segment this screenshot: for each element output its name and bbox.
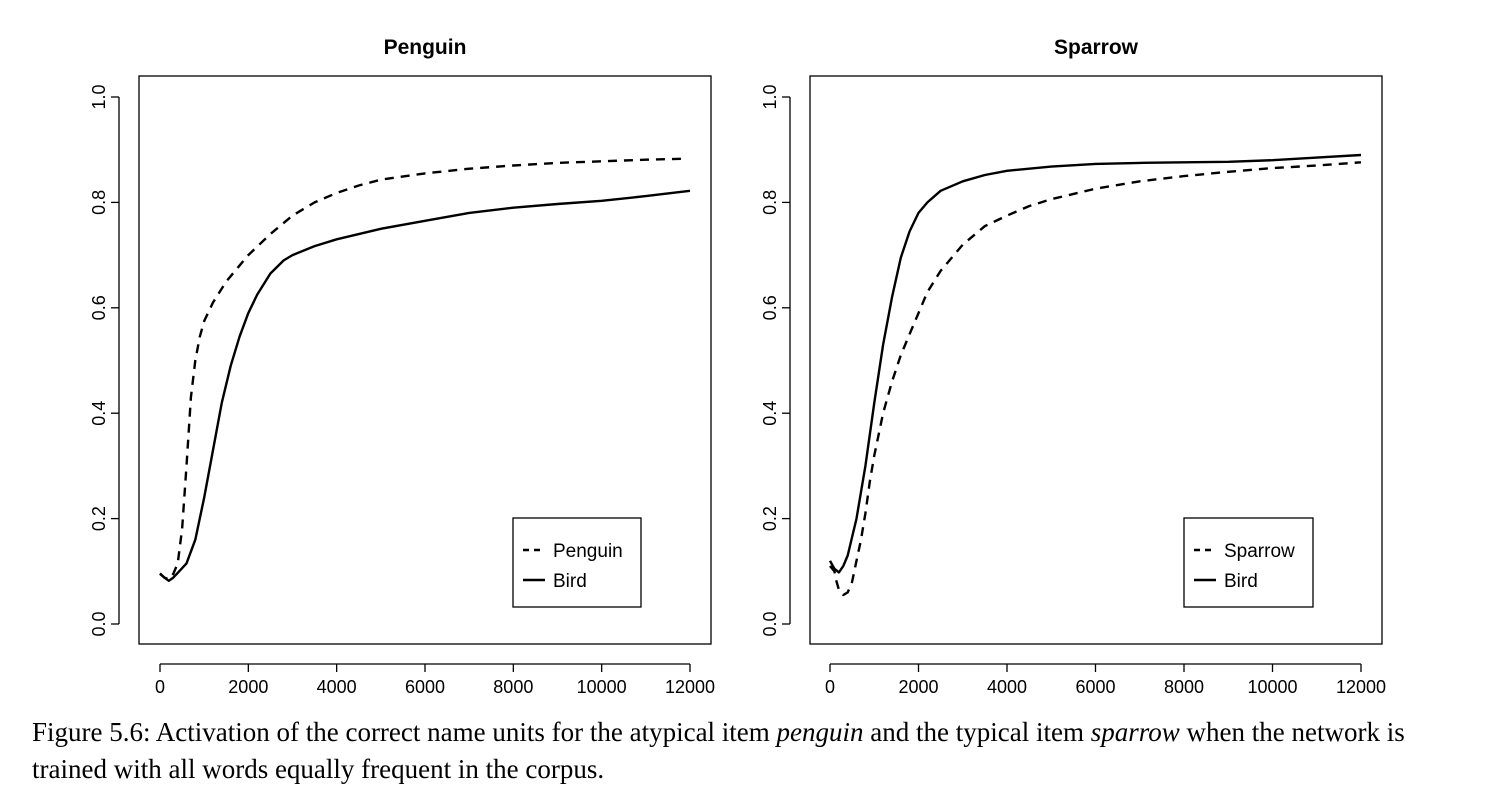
y-tick-label: 0.6 — [89, 295, 109, 320]
x-tick-label: 12000 — [1336, 677, 1386, 697]
legend: Penguin Bird — [512, 517, 642, 608]
x-tick-label: 0 — [155, 677, 165, 697]
x-axis: 0 2000 4000 6000 8000 10000 12000 — [825, 663, 1386, 697]
x-tick-label: 8000 — [1164, 677, 1204, 697]
legend-label: Sparrow — [1224, 541, 1295, 562]
series-line-penguin — [159, 157, 686, 581]
y-axis: 0.0 0.2 0.4 0.6 0.8 1.0 — [89, 84, 120, 637]
caption-text-3: when the network is trained with all wor… — [32, 717, 1405, 784]
figure-caption: Figure 5.6: Activation of the correct na… — [32, 714, 1462, 788]
x-tick-label: 2000 — [898, 677, 938, 697]
x-tick-label: 0 — [825, 677, 835, 697]
legend-label: Penguin — [553, 541, 623, 562]
plot-frame — [138, 75, 712, 645]
y-axis: 0.0 0.2 0.4 0.6 0.8 1.0 — [760, 84, 791, 637]
legend: Sparrow Bird — [1183, 517, 1314, 608]
x-tick-label: 8000 — [493, 677, 533, 697]
legend-label: Bird — [1224, 571, 1258, 592]
series-line-bird — [159, 189, 691, 582]
x-tick-label: 6000 — [1075, 677, 1115, 697]
plot-frame — [809, 75, 1383, 645]
x-tick-label: 12000 — [665, 677, 715, 697]
chart-panel-1: Sparrow 0 2000 4000 6000 8000 10000 12000 0.0 0.2… — [760, 36, 1386, 697]
x-tick-label: 4000 — [987, 677, 1027, 697]
y-tick-label: 1.0 — [89, 84, 109, 109]
caption-text-2: and the typical item — [863, 717, 1091, 747]
caption-emphasis-sparrow: sparrow — [1090, 717, 1180, 747]
y-tick-label: 0.4 — [89, 401, 109, 426]
y-tick-label: 0.0 — [760, 611, 780, 636]
series-line-bird — [828, 153, 1362, 574]
y-tick-label: 0.2 — [89, 506, 109, 531]
x-tick-label: 10000 — [1247, 677, 1297, 697]
x-tick-label: 4000 — [317, 677, 357, 697]
series-line-sparrow — [829, 161, 1362, 597]
y-tick-label: 0.8 — [760, 190, 780, 215]
y-tick-label: 0.0 — [89, 611, 109, 636]
chart-title: Sparrow — [1054, 36, 1139, 59]
y-tick-label: 0.2 — [760, 506, 780, 531]
figure-charts: Penguin 0 2000 4000 6000 8000 10000 12000 0.0 0.2… — [89, 36, 1386, 697]
caption-emphasis-penguin: penguin — [776, 717, 864, 747]
x-axis: 0 2000 4000 6000 8000 10000 12000 — [155, 663, 715, 697]
legend-label: Bird — [553, 571, 587, 592]
chart-panel-0: Penguin 0 2000 4000 6000 8000 10000 12000 0.0 0.2… — [89, 36, 715, 697]
y-tick-label: 0.6 — [760, 295, 780, 320]
caption-text-1: Activation of the correct name units for… — [150, 717, 777, 747]
x-tick-label: 2000 — [228, 677, 268, 697]
x-tick-label: 10000 — [577, 677, 627, 697]
y-tick-label: 0.8 — [89, 190, 109, 215]
y-tick-label: 0.4 — [760, 401, 780, 426]
x-tick-label: 6000 — [405, 677, 445, 697]
chart-title: Penguin — [384, 36, 467, 59]
legend-box — [512, 517, 642, 608]
caption-label: Figure 5.6: — [32, 717, 151, 747]
y-tick-label: 1.0 — [760, 84, 780, 109]
legend-box — [1183, 517, 1314, 608]
